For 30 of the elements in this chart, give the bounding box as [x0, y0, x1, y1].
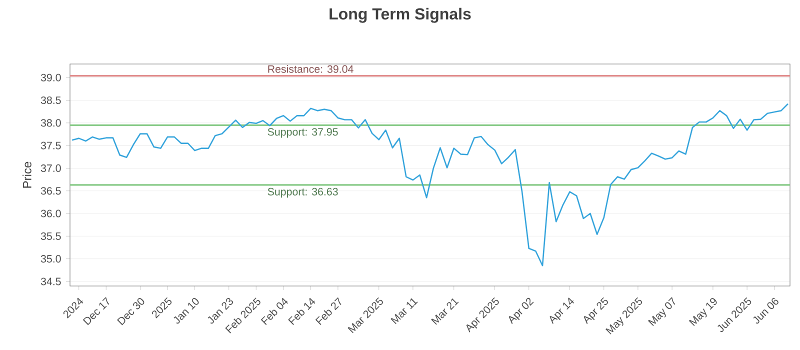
- y-tick-label: 38.5: [40, 96, 61, 104]
- x-tick-label: Apr 14: [550, 298, 574, 324]
- y-tick-label: 35.0: [40, 255, 61, 263]
- x-tick-label: Feb 04: [260, 298, 288, 325]
- y-tick-label: 38.0: [40, 119, 61, 127]
- ref-line-label: Support: 37.95: [268, 128, 338, 138]
- y-tick-label: 36.0: [40, 210, 61, 218]
- y-tick-label: 39.0: [40, 74, 61, 82]
- x-tick-label: Mar 11: [390, 298, 418, 324]
- x-tick-label: May 19: [688, 298, 717, 326]
- y-axis-title: Price: [22, 162, 32, 188]
- x-tick-label: Dec 30: [117, 298, 144, 326]
- x-tick-label: Jun 06: [753, 298, 778, 324]
- x-tick-label: Jan 10: [174, 298, 199, 324]
- x-tick-label: May 07: [648, 297, 676, 326]
- x-tick-label: Feb 27: [315, 297, 342, 325]
- y-tick-label: 36.5: [40, 187, 61, 195]
- x-tick-label: Apr 02: [508, 298, 534, 324]
- x-tick-label: Apr 25: [584, 297, 608, 324]
- ref-line-label: Support: 36.63: [268, 188, 338, 198]
- x-tick-label: Dec 17: [82, 297, 110, 326]
- y-tick-label: 37.5: [40, 142, 61, 150]
- y-tick-label: 35.5: [40, 232, 61, 240]
- x-tick-label: Feb 14: [288, 298, 316, 325]
- ref-line-label: Resistance: 39.04: [268, 65, 354, 73]
- x-tick-label: Jan 23: [208, 298, 234, 324]
- x-tick-label: Mar 21: [431, 298, 459, 325]
- chart-title: Long Term Signals: [330, 8, 471, 23]
- y-tick-label: 34.5: [40, 278, 61, 286]
- y-tick-label: 37.0: [40, 164, 61, 172]
